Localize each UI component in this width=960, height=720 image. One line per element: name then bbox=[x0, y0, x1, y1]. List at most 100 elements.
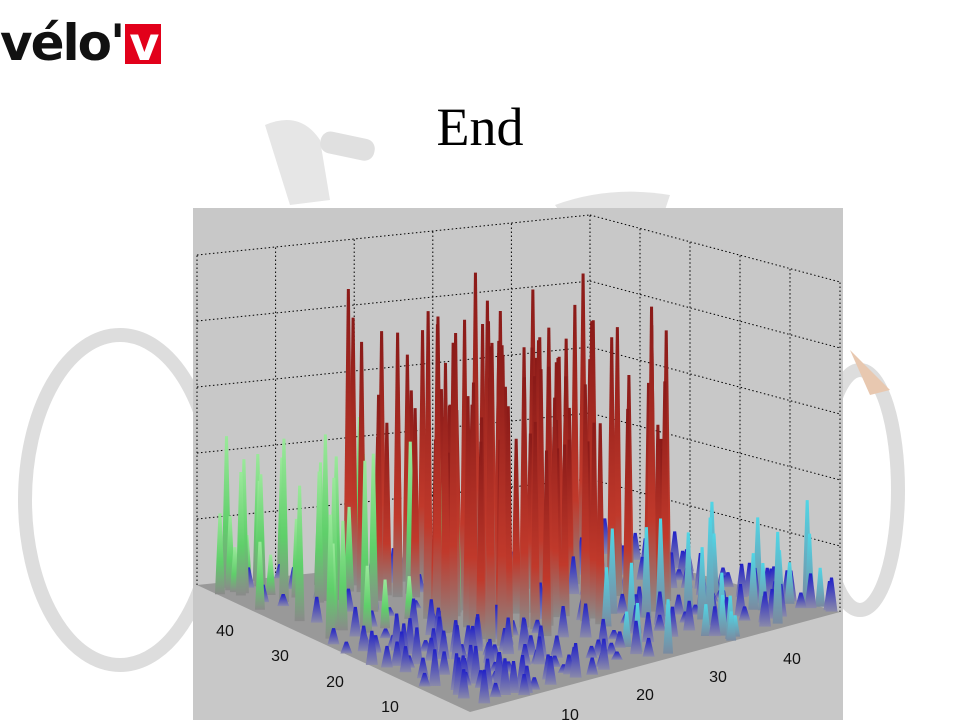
surface-spike bbox=[380, 645, 393, 668]
surface-spike bbox=[700, 604, 711, 637]
surface-spike bbox=[653, 591, 666, 625]
wall-grid bbox=[589, 214, 841, 283]
surface-spike bbox=[423, 311, 434, 619]
handlebar bbox=[265, 120, 330, 205]
surface-spike bbox=[586, 657, 599, 675]
wall-grid bbox=[589, 280, 841, 349]
surface-spike bbox=[541, 450, 552, 637]
wall-grid bbox=[589, 412, 841, 481]
surface-spike bbox=[368, 453, 379, 612]
surface-spike bbox=[344, 506, 355, 592]
surface-spike bbox=[610, 651, 623, 660]
axis-tick-label: 30 bbox=[709, 669, 727, 686]
wall-grid bbox=[589, 346, 841, 415]
surface-spike bbox=[784, 562, 795, 604]
surface-spike bbox=[726, 611, 737, 641]
surface-spike bbox=[559, 444, 570, 617]
surface-spike bbox=[530, 421, 541, 630]
surface-spike bbox=[278, 438, 289, 602]
surface-spike bbox=[580, 384, 591, 622]
surface-spike bbox=[663, 599, 674, 654]
saddle bbox=[555, 191, 670, 212]
surface-spike bbox=[254, 541, 265, 610]
slide-title: End bbox=[436, 97, 524, 157]
wall-grid bbox=[196, 214, 591, 256]
surface-spike bbox=[616, 593, 629, 614]
surface-spike bbox=[585, 645, 598, 659]
surface-spike bbox=[498, 658, 511, 695]
surface-spike bbox=[721, 572, 734, 588]
surface-spike bbox=[595, 423, 606, 625]
surface-spike bbox=[748, 553, 759, 610]
surface-spike bbox=[365, 630, 378, 665]
logo-text: vélo' bbox=[0, 14, 125, 72]
surface-spike bbox=[381, 422, 392, 596]
axis-tick-label: 40 bbox=[216, 623, 234, 640]
surface-spike bbox=[567, 556, 580, 595]
wall-grid bbox=[196, 280, 591, 322]
surface-spike bbox=[622, 408, 633, 610]
surface-spike bbox=[349, 606, 362, 637]
surface-spike bbox=[468, 382, 479, 634]
surface-spike bbox=[646, 306, 657, 612]
surface-spike bbox=[432, 324, 443, 628]
surface-spike bbox=[440, 362, 451, 634]
surface-spike bbox=[410, 408, 421, 598]
surface-spike bbox=[310, 596, 323, 623]
surface-spike bbox=[485, 346, 496, 643]
surface-spike bbox=[605, 642, 618, 655]
surface-spike bbox=[277, 594, 290, 607]
surface-spike bbox=[507, 661, 520, 694]
surface-spike bbox=[325, 514, 336, 639]
surface-spike bbox=[379, 628, 392, 639]
surface-spike bbox=[613, 631, 626, 648]
surface-spike bbox=[825, 577, 838, 612]
surface-spike bbox=[362, 565, 373, 633]
surface-spike bbox=[451, 625, 464, 660]
axis-tick-label: 30 bbox=[271, 648, 289, 665]
surface-spike bbox=[738, 606, 751, 621]
surface-spike bbox=[641, 527, 652, 618]
surface-spike bbox=[399, 646, 412, 673]
surface-spike bbox=[708, 606, 721, 637]
axis-tick-label: 20 bbox=[326, 674, 344, 691]
surface-spike bbox=[697, 547, 708, 620]
surface-spike bbox=[294, 485, 305, 622]
surface-spike bbox=[410, 627, 423, 665]
surface-spike bbox=[478, 669, 491, 704]
surface-spike bbox=[804, 573, 817, 609]
surface-spike bbox=[655, 518, 666, 617]
surface-spike bbox=[391, 641, 404, 666]
surface-spike bbox=[630, 620, 643, 655]
surface-spike bbox=[705, 517, 716, 626]
surface-spike bbox=[327, 628, 340, 645]
surface-spike bbox=[518, 673, 531, 696]
logo-mark: v bbox=[125, 21, 162, 67]
axis-tick-label: 10 bbox=[561, 707, 579, 720]
surface-spike bbox=[265, 554, 276, 596]
surface-spike bbox=[235, 471, 246, 596]
surface-spike bbox=[550, 635, 563, 658]
surface-spike bbox=[579, 603, 592, 638]
surface-spike bbox=[759, 591, 772, 627]
surface-spike bbox=[815, 567, 826, 607]
surface-spike bbox=[357, 625, 370, 652]
surface-spike bbox=[428, 649, 441, 686]
wall-grid bbox=[589, 478, 841, 547]
surface-spike bbox=[683, 532, 694, 615]
surface-spike bbox=[772, 531, 783, 624]
surface-spike bbox=[642, 612, 655, 643]
axis-tick-label: 40 bbox=[783, 651, 801, 668]
logo: vélo' v bbox=[0, 14, 162, 72]
surface-spike bbox=[533, 636, 546, 665]
surface-spike bbox=[569, 643, 582, 678]
surface-spike bbox=[601, 567, 612, 627]
surface-spike bbox=[683, 600, 696, 631]
axis-tick-label: 20 bbox=[636, 687, 654, 704]
surface-spike bbox=[497, 345, 508, 646]
surface-spike bbox=[214, 513, 225, 595]
surface-spike bbox=[794, 592, 807, 609]
reflector bbox=[850, 350, 890, 395]
